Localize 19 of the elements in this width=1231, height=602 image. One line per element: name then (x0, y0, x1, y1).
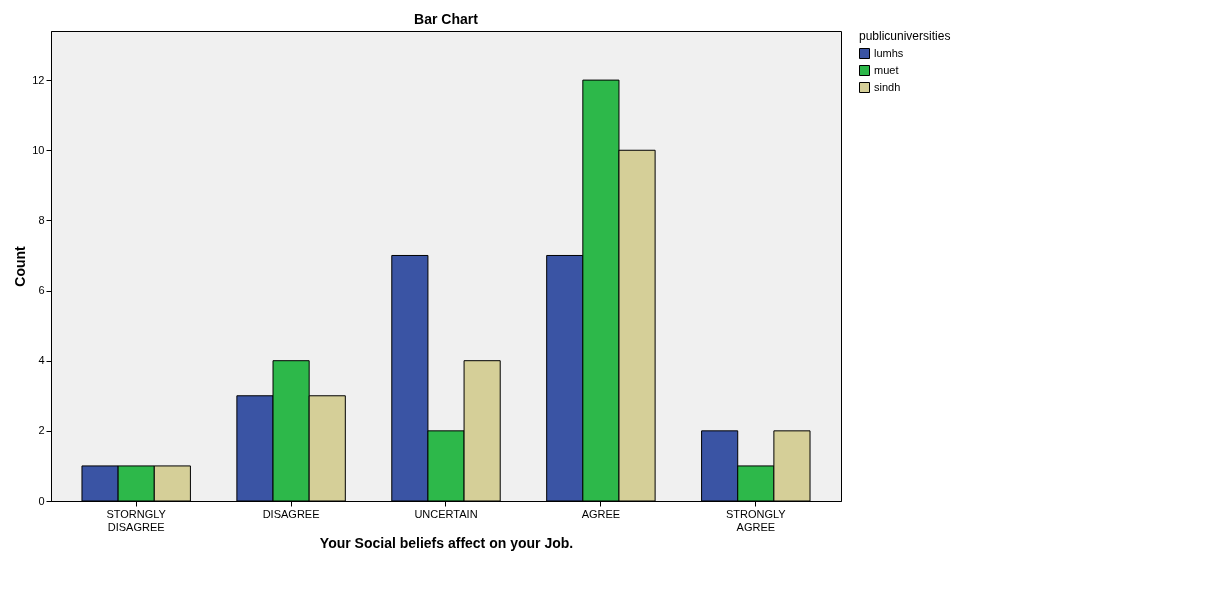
legend-label: lumhs (874, 46, 904, 59)
x-axis-title: Your Social beliefs affect on your Job. (319, 534, 574, 551)
x-tick-label: STRONGLY AGREE (725, 507, 787, 533)
y-tick-label: 6 (38, 284, 45, 297)
y-tick-label: 4 (38, 354, 45, 367)
legend-label: sindh (874, 80, 901, 93)
y-tick-label: 10 (32, 143, 45, 156)
chart-title: Bar Chart (414, 11, 479, 27)
y-tick-label: 8 (38, 213, 45, 226)
legend-label: muet (874, 63, 899, 76)
y-tick-label: 2 (38, 424, 45, 437)
y-tick-label: 0 (38, 494, 45, 507)
x-tick-label: UNCERTAIN (414, 507, 478, 520)
x-tick-label: AGREE (581, 507, 621, 520)
y-axis-title: Count (12, 245, 29, 287)
x-tick-label: DISAGREE (262, 507, 320, 520)
legend-title: publicuniversities (859, 29, 951, 43)
x-tick-label: STORNGLY DISAGREE (106, 507, 167, 533)
y-tick-label: 12 (32, 73, 45, 86)
